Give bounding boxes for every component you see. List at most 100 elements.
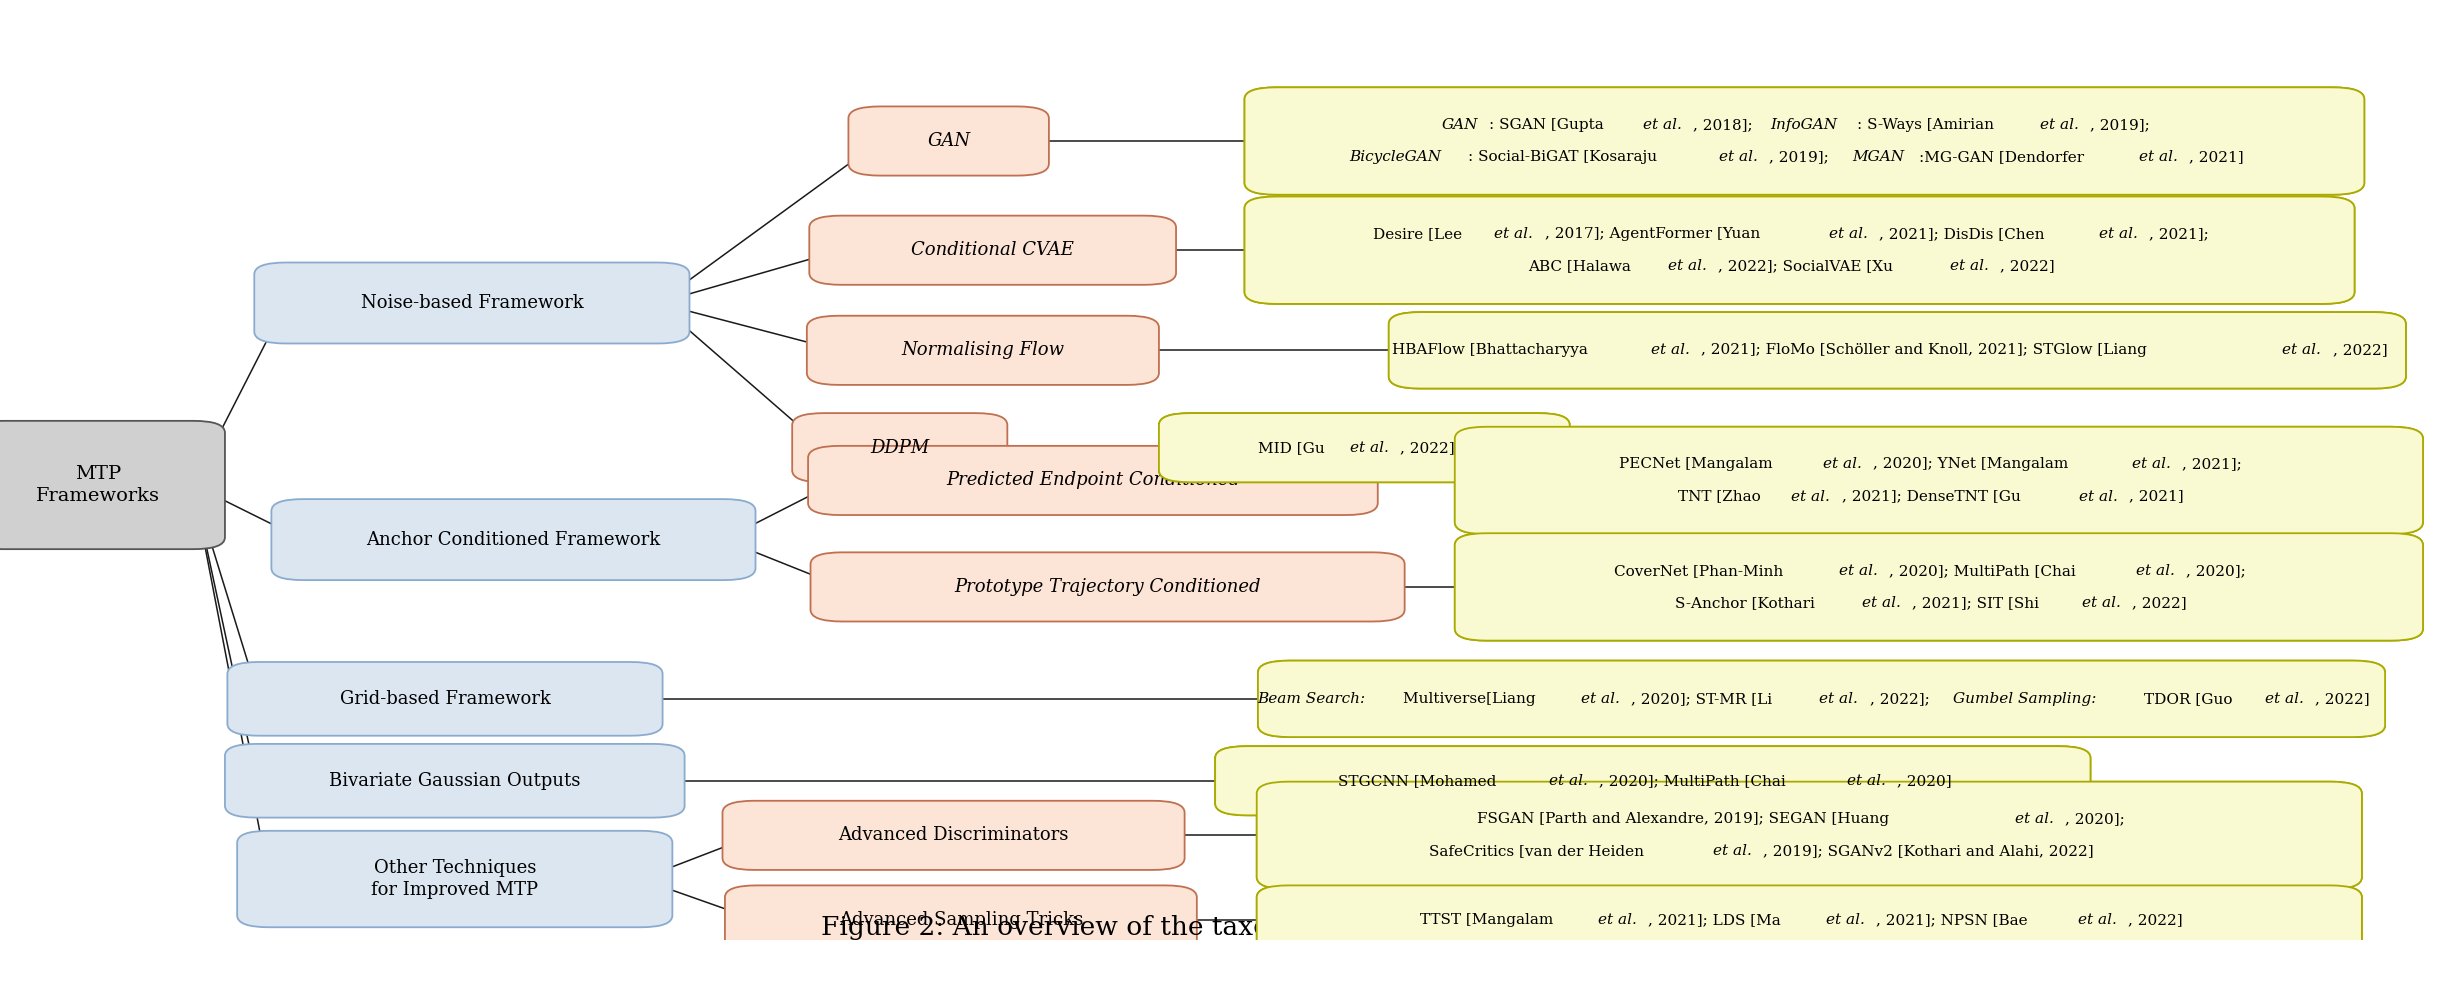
Text: et al.: et al. bbox=[2137, 564, 2176, 578]
Text: Other Techniques
for Improved MTP: Other Techniques for Improved MTP bbox=[372, 859, 538, 899]
Text: , 2022]: , 2022] bbox=[1401, 441, 1455, 455]
FancyBboxPatch shape bbox=[1257, 782, 2362, 889]
Text: , 2022];: , 2022]; bbox=[1870, 692, 1934, 706]
FancyBboxPatch shape bbox=[254, 263, 689, 343]
Text: Prototype Trajectory Conditioned: Prototype Trajectory Conditioned bbox=[954, 578, 1262, 596]
Text: ABC [Halawa: ABC [Halawa bbox=[1528, 259, 1636, 273]
Text: , 2021]; DenseTNT [Gu: , 2021]; DenseTNT [Gu bbox=[1841, 490, 2024, 504]
FancyBboxPatch shape bbox=[807, 446, 1379, 515]
Text: MGAN: MGAN bbox=[1853, 150, 1905, 164]
Text: , 2022]: , 2022] bbox=[2132, 596, 2186, 610]
Text: et al.: et al. bbox=[2039, 118, 2078, 132]
Text: , 2021];: , 2021]; bbox=[2149, 227, 2208, 241]
FancyBboxPatch shape bbox=[1257, 661, 2386, 737]
Text: : S-Ways [Amirian: : S-Ways [Amirian bbox=[1856, 118, 1998, 132]
FancyBboxPatch shape bbox=[0, 421, 225, 549]
Text: et al.: et al. bbox=[1792, 490, 1831, 504]
Text: et al.: et al. bbox=[1667, 259, 1707, 273]
Text: Bivariate Gaussian Outputs: Bivariate Gaussian Outputs bbox=[330, 772, 579, 790]
Text: , 2022]: , 2022] bbox=[2000, 259, 2054, 273]
Text: Grid-based Framework: Grid-based Framework bbox=[340, 690, 550, 708]
Text: InfoGAN: InfoGAN bbox=[1770, 118, 1836, 132]
Text: et al.: et al. bbox=[2083, 596, 2120, 610]
Text: et al.: et al. bbox=[1643, 118, 1682, 132]
Text: MID [Gu: MID [Gu bbox=[1257, 441, 1330, 455]
Text: , 2021]; FloMo [Schöller and Knoll, 2021]; STGlow [Liang: , 2021]; FloMo [Schöller and Knoll, 2021… bbox=[1702, 343, 2152, 357]
Text: Figure 2: An overview of the taxonomy of MTP frameworks.: Figure 2: An overview of the taxonomy of… bbox=[822, 915, 1623, 940]
Text: STGCNN [Mohamed: STGCNN [Mohamed bbox=[1337, 774, 1501, 788]
Text: Multiverse[Liang: Multiverse[Liang bbox=[1403, 692, 1540, 706]
FancyBboxPatch shape bbox=[1245, 197, 2355, 304]
FancyBboxPatch shape bbox=[227, 662, 663, 736]
Text: et al.: et al. bbox=[2264, 692, 2303, 706]
Text: FSGAN [Parth and Alexandre, 2019]; SEGAN [Huang: FSGAN [Parth and Alexandre, 2019]; SEGAN… bbox=[1477, 812, 1892, 826]
Text: et al.: et al. bbox=[1861, 596, 1900, 610]
FancyBboxPatch shape bbox=[271, 499, 756, 580]
Text: et al.: et al. bbox=[2139, 150, 2178, 164]
Text: , 2020]; MultiPath [Chai: , 2020]; MultiPath [Chai bbox=[1890, 564, 2081, 578]
Text: , 2021]: , 2021] bbox=[2188, 150, 2245, 164]
FancyBboxPatch shape bbox=[1257, 661, 2386, 737]
Text: et al.: et al. bbox=[1819, 692, 1858, 706]
Text: GAN: GAN bbox=[927, 132, 971, 150]
Text: Advanced Sampling Tricks: Advanced Sampling Tricks bbox=[839, 911, 1083, 929]
FancyBboxPatch shape bbox=[1389, 312, 2406, 389]
FancyBboxPatch shape bbox=[1245, 197, 2355, 304]
Text: et al.: et al. bbox=[1599, 913, 1638, 927]
Text: TTST [Mangalam: TTST [Mangalam bbox=[1421, 913, 1557, 927]
Text: , 2022]: , 2022] bbox=[2333, 343, 2386, 357]
Text: DDPM: DDPM bbox=[870, 439, 929, 457]
Text: , 2021];: , 2021]; bbox=[2181, 457, 2242, 471]
Text: , 2020];: , 2020]; bbox=[2066, 812, 2125, 826]
Text: Noise-based Framework: Noise-based Framework bbox=[359, 294, 584, 312]
Text: TNT [Zhao: TNT [Zhao bbox=[1677, 490, 1765, 504]
Text: et al.: et al. bbox=[1494, 227, 1533, 241]
Text: et al.: et al. bbox=[1829, 227, 1868, 241]
FancyBboxPatch shape bbox=[812, 552, 1403, 621]
FancyBboxPatch shape bbox=[1455, 427, 2423, 534]
Text: , 2019]; SGANv2 [Kothari and Alahi, 2022]: , 2019]; SGANv2 [Kothari and Alahi, 2022… bbox=[1763, 844, 2093, 858]
Text: , 2021]; DisDis [Chen: , 2021]; DisDis [Chen bbox=[1878, 227, 2049, 241]
Text: , 2022]; SocialVAE [Xu: , 2022]; SocialVAE [Xu bbox=[1719, 259, 1897, 273]
Text: et al.: et al. bbox=[1719, 150, 1758, 164]
Text: et al.: et al. bbox=[1714, 844, 1751, 858]
Text: et al.: et al. bbox=[2078, 913, 2117, 927]
Text: Gumbel Sampling:: Gumbel Sampling: bbox=[1954, 692, 2100, 706]
Text: et al.: et al. bbox=[2098, 227, 2137, 241]
Text: et al.: et al. bbox=[2132, 457, 2171, 471]
FancyBboxPatch shape bbox=[1455, 533, 2423, 641]
FancyBboxPatch shape bbox=[1257, 885, 2362, 955]
Text: et al.: et al. bbox=[1826, 913, 1866, 927]
Text: : Social-BiGAT [Kosaraju: : Social-BiGAT [Kosaraju bbox=[1469, 150, 1663, 164]
Text: , 2020]: , 2020] bbox=[1897, 774, 1951, 788]
Text: , 2020]; MultiPath [Chai: , 2020]; MultiPath [Chai bbox=[1599, 774, 1790, 788]
Text: et al.: et al. bbox=[1550, 774, 1587, 788]
FancyBboxPatch shape bbox=[809, 216, 1176, 285]
Text: et al.: et al. bbox=[1350, 441, 1389, 455]
FancyBboxPatch shape bbox=[1215, 746, 2090, 815]
FancyBboxPatch shape bbox=[792, 413, 1007, 482]
Text: , 2019];: , 2019]; bbox=[1768, 150, 1834, 164]
Text: PECNet [Mangalam: PECNet [Mangalam bbox=[1619, 457, 1778, 471]
Text: Predicted Endpoint Conditioned: Predicted Endpoint Conditioned bbox=[946, 471, 1240, 489]
FancyBboxPatch shape bbox=[1159, 413, 1570, 482]
Text: , 2018];: , 2018]; bbox=[1694, 118, 1753, 132]
FancyBboxPatch shape bbox=[225, 744, 685, 818]
Text: HBAFlow [Bhattacharyya: HBAFlow [Bhattacharyya bbox=[1391, 343, 1592, 357]
FancyBboxPatch shape bbox=[848, 106, 1049, 176]
Text: , 2020];: , 2020]; bbox=[2186, 564, 2247, 578]
FancyBboxPatch shape bbox=[1455, 427, 2423, 534]
Text: :MG-GAN [Dendorfer: :MG-GAN [Dendorfer bbox=[1919, 150, 2090, 164]
FancyBboxPatch shape bbox=[1245, 87, 2364, 195]
Text: , 2021]; SIT [Shi: , 2021]; SIT [Shi bbox=[1912, 596, 2044, 610]
Text: et al.: et al. bbox=[2015, 812, 2054, 826]
FancyBboxPatch shape bbox=[1245, 87, 2364, 195]
Text: BicycleGAN: BicycleGAN bbox=[1350, 150, 1443, 164]
FancyBboxPatch shape bbox=[1215, 746, 2090, 815]
Text: , 2021]; NPSN [Bae: , 2021]; NPSN [Bae bbox=[1875, 913, 2032, 927]
Text: , 2020]; ST-MR [Li: , 2020]; ST-MR [Li bbox=[1631, 692, 1778, 706]
Text: et al.: et al. bbox=[1582, 692, 1619, 706]
Text: Desire [Lee: Desire [Lee bbox=[1374, 227, 1467, 241]
Text: MTP
Frameworks: MTP Frameworks bbox=[37, 465, 159, 505]
Text: Anchor Conditioned Framework: Anchor Conditioned Framework bbox=[367, 531, 660, 549]
